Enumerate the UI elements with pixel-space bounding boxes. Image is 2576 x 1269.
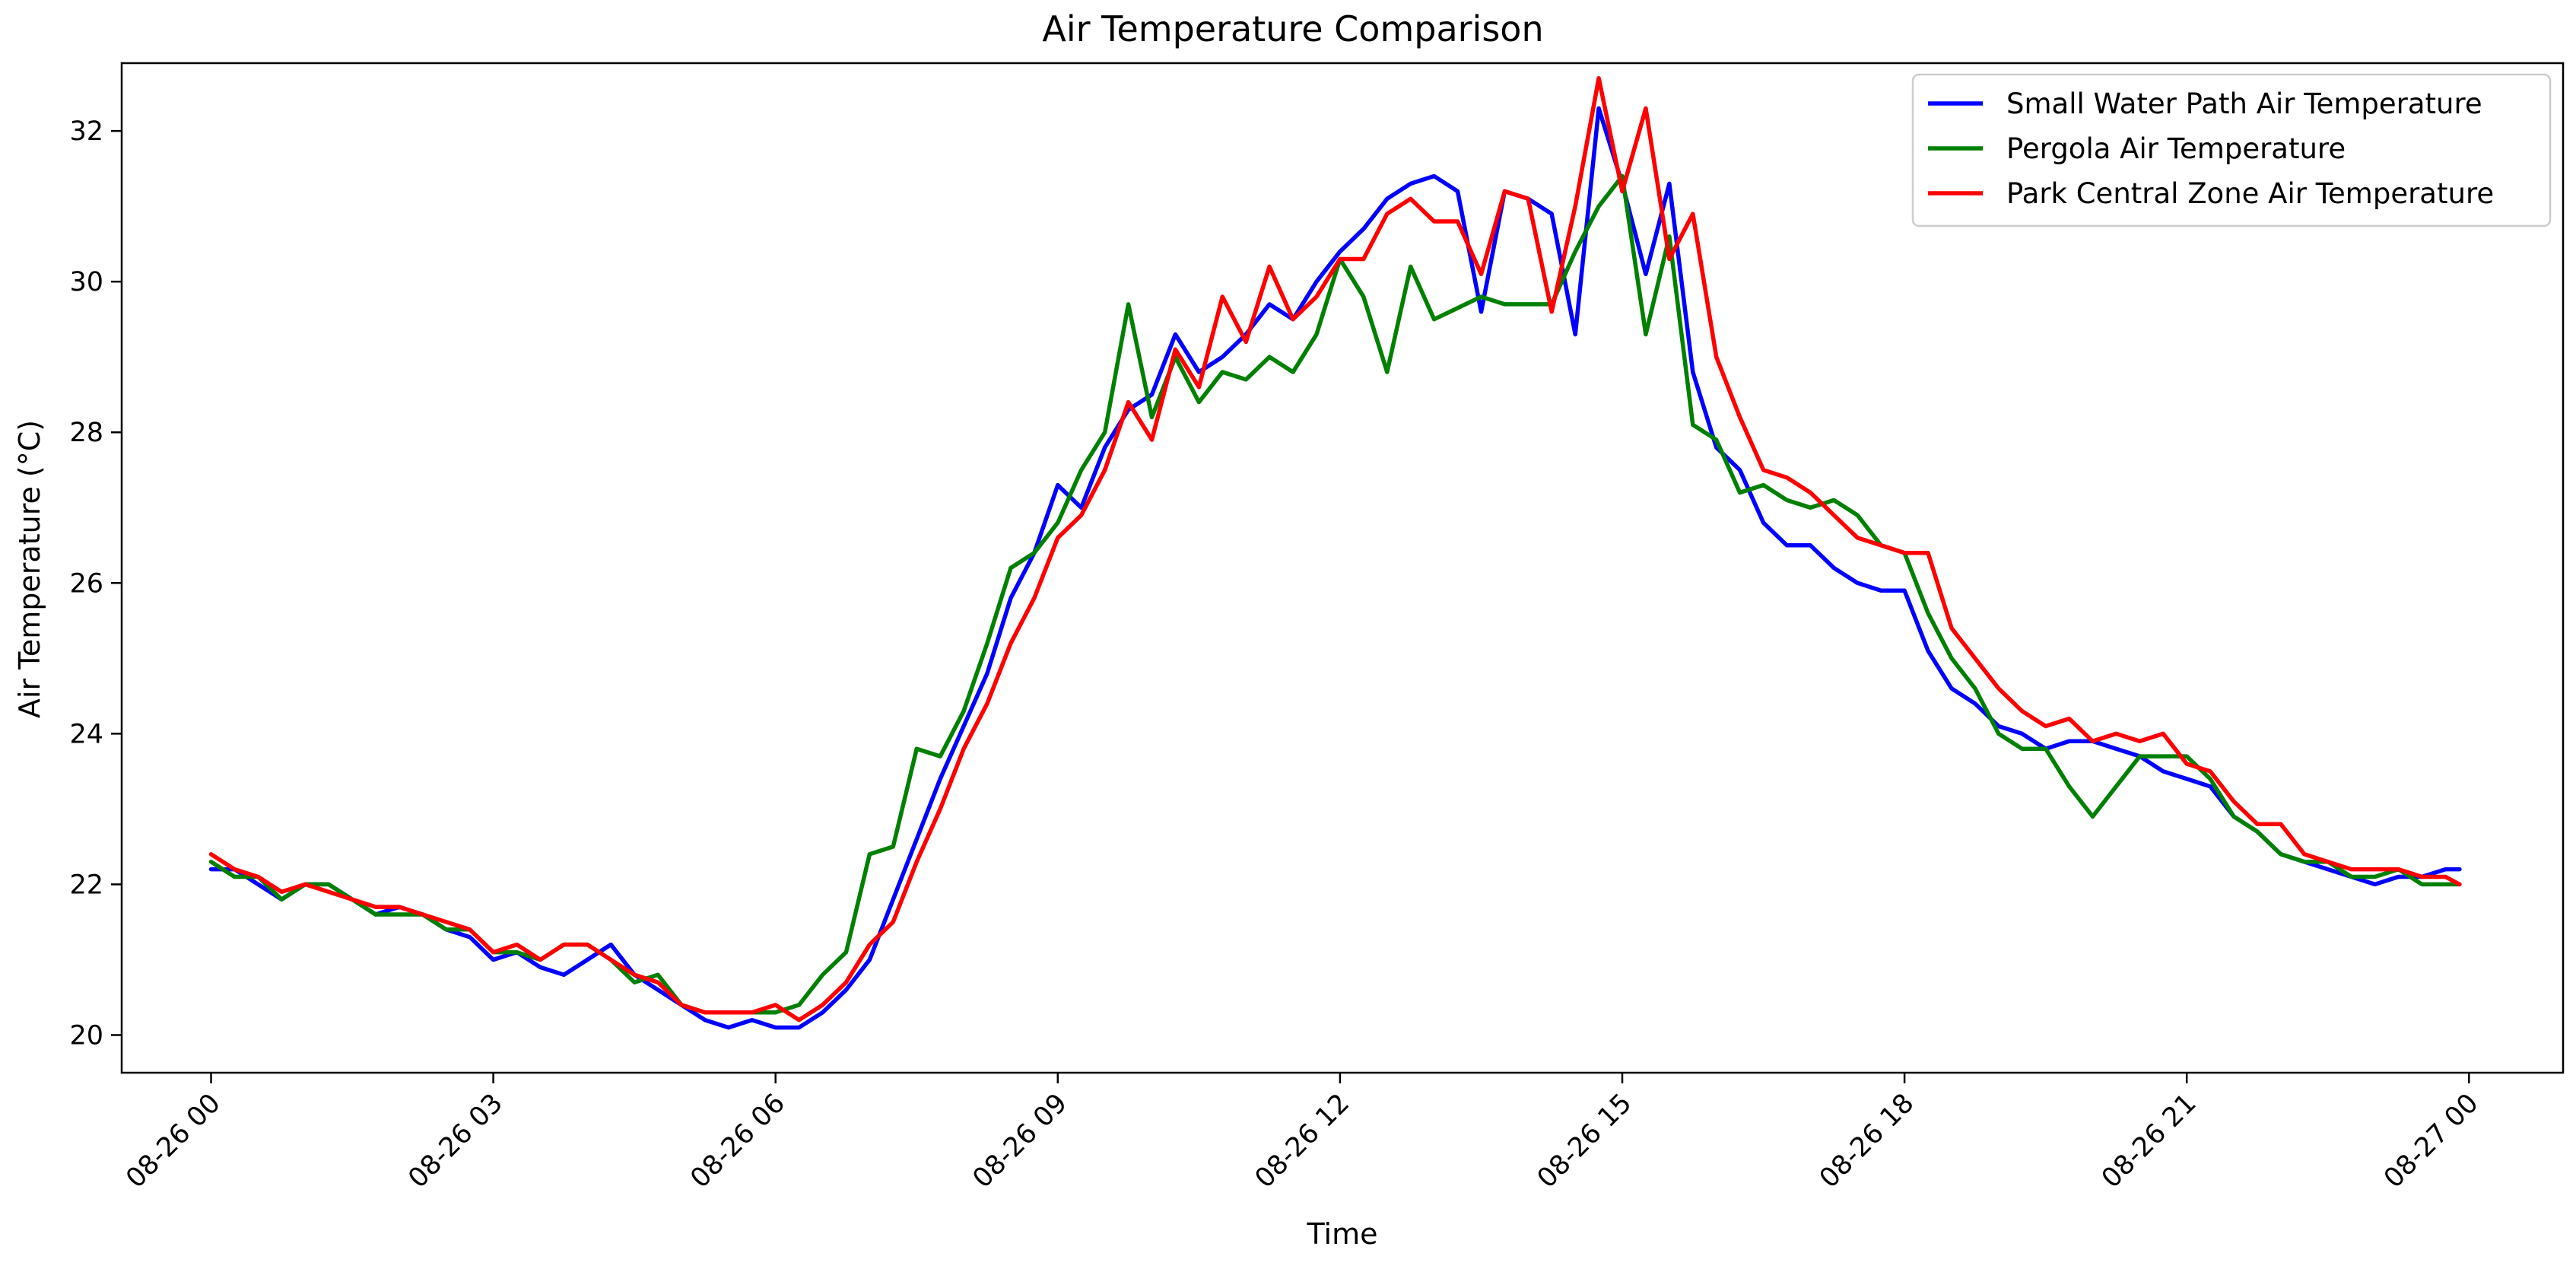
series-line-1: [208, 106, 2462, 1030]
x-tick-label: 08-26 06: [685, 1088, 792, 1194]
chart-title: Air Temperature Comparison: [1042, 8, 1543, 49]
x-tick-label: 08-26 21: [2096, 1088, 2203, 1194]
y-axis: 20 22 24 26 28 30 32: [69, 116, 122, 1051]
legend-box: [1911, 73, 2552, 227]
y-tick-label: 22: [69, 870, 103, 900]
x-tick-label: 08-26 03: [402, 1088, 509, 1194]
x-tick-label: 08-26 09: [967, 1088, 1074, 1194]
y-tick-label: 24: [69, 719, 103, 749]
y-tick-label: 26: [69, 568, 103, 599]
series-line-3: [208, 76, 2462, 1023]
y-tick-label: 28: [69, 418, 103, 448]
x-tick-label: 08-26 15: [1532, 1088, 1638, 1194]
y-tick-label: 32: [69, 116, 103, 147]
series-line-2: [208, 173, 2462, 1015]
x-axis-label: Time: [1307, 1217, 1378, 1251]
series-layer: [208, 76, 2462, 1030]
y-axis-label: Air Temperature (°C): [13, 420, 46, 718]
legend-entry: Small Water Path Air Temperature: [2006, 87, 2482, 120]
legend-entry: Pergola Air Temperature: [2006, 132, 2346, 165]
y-tick-label: 20: [69, 1020, 103, 1051]
x-tick-label: 08-26 12: [1250, 1088, 1356, 1194]
plot-frame: [120, 62, 2565, 1074]
legend: Small Water Path Air Temperature Pergola …: [1911, 73, 2552, 227]
y-tick-label: 30: [69, 267, 103, 297]
x-tick-label: 08-27 00: [2378, 1088, 2485, 1194]
x-axis: 08-26 00 08-26 03 08-26 06 08-26 09 08-26 12…: [120, 1073, 2485, 1194]
legend-entry: Park Central Zone Air Temperature: [2006, 177, 2494, 210]
x-tick-label: 08-26 18: [1814, 1088, 1920, 1194]
x-tick-label: 08-26 00: [120, 1088, 227, 1194]
